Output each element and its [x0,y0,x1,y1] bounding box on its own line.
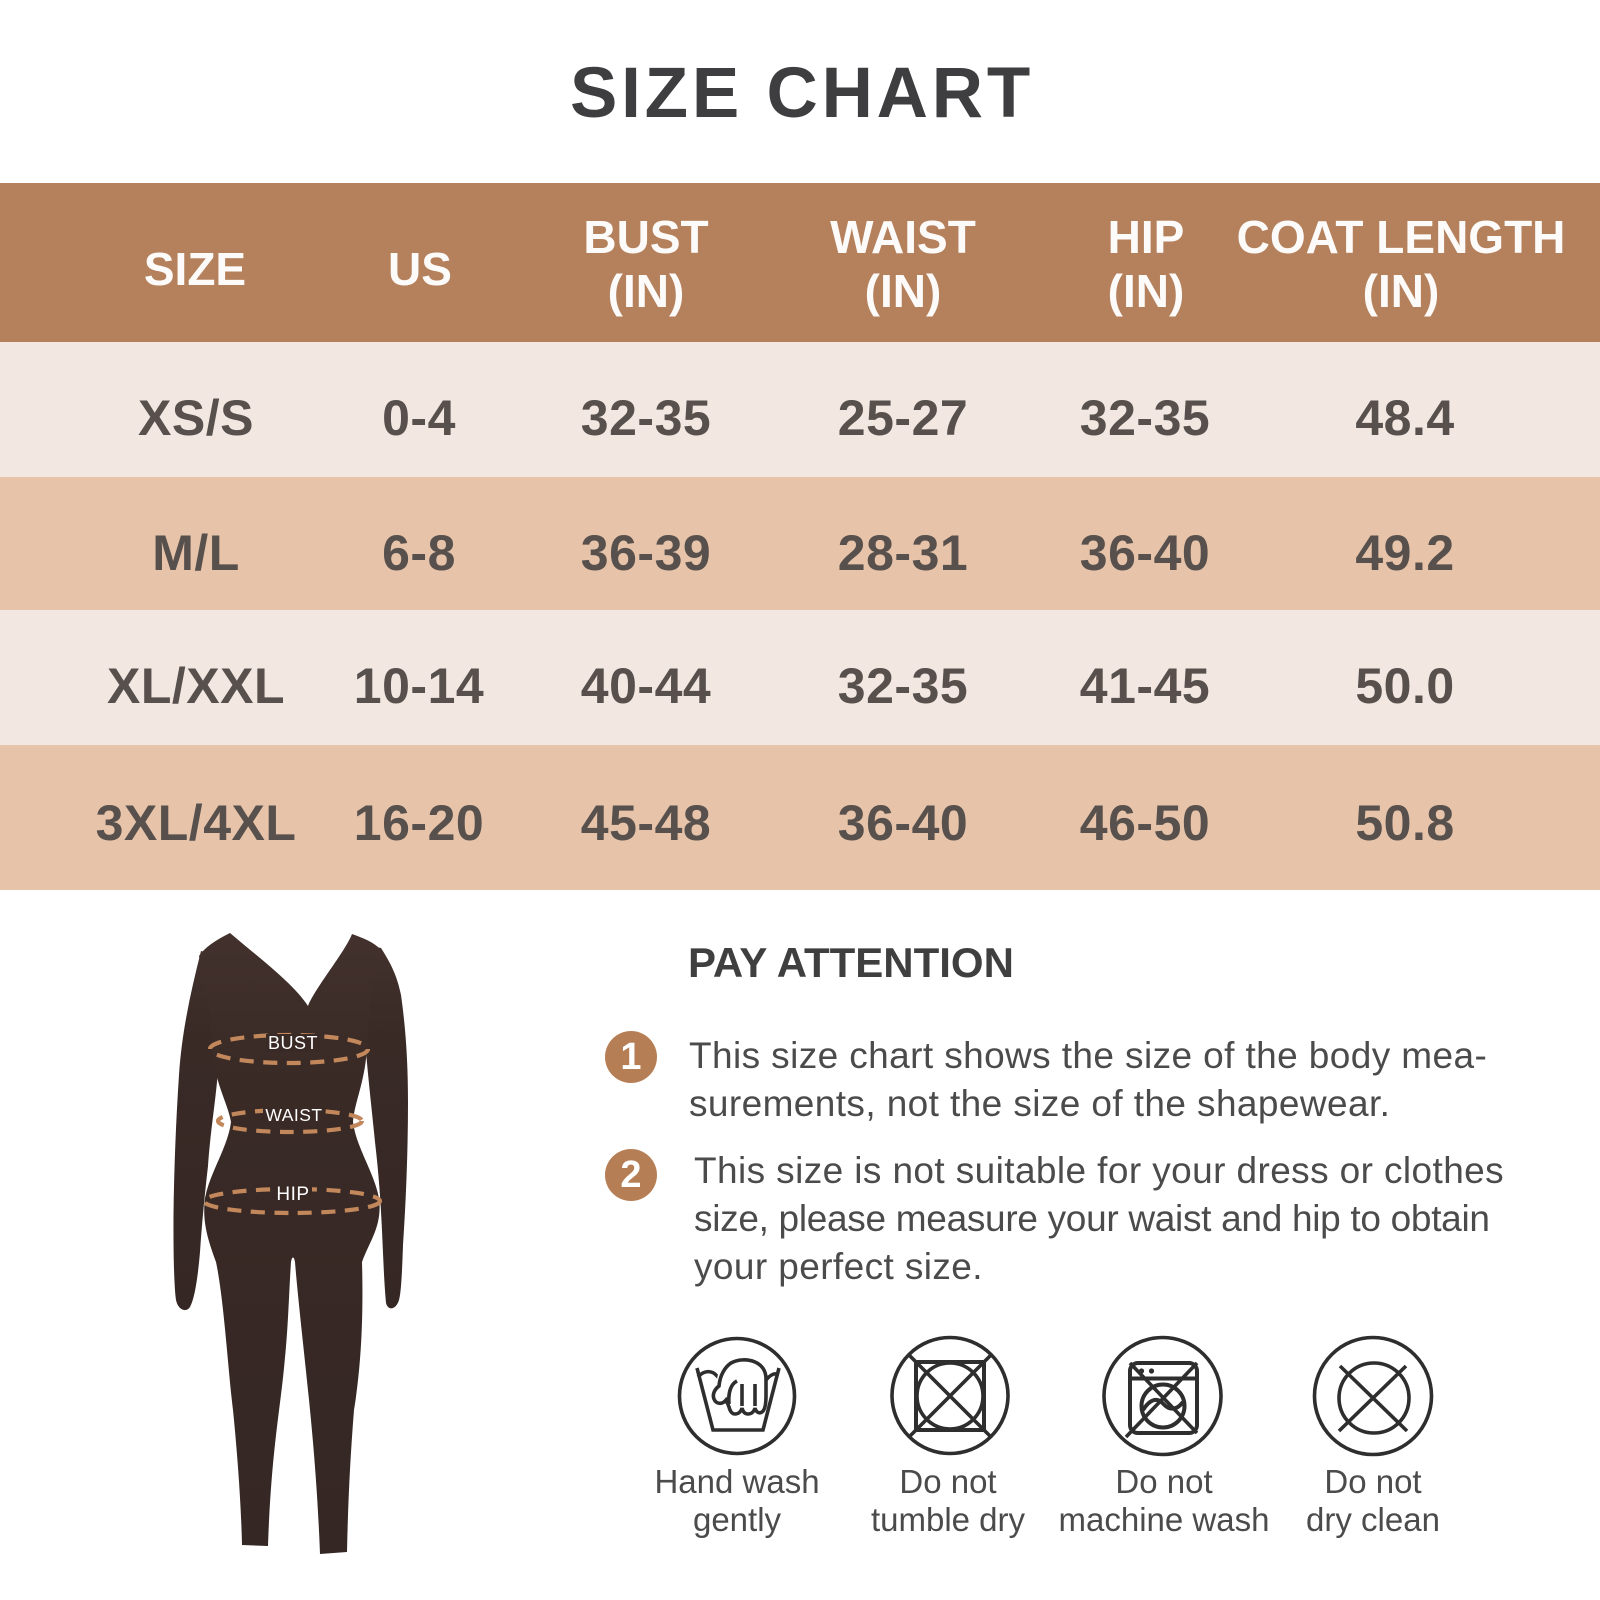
svg-text:WAIST: WAIST [265,1105,322,1125]
svg-text:HIP: HIP [276,1184,309,1205]
svg-text:BUST: BUST [268,1033,318,1053]
